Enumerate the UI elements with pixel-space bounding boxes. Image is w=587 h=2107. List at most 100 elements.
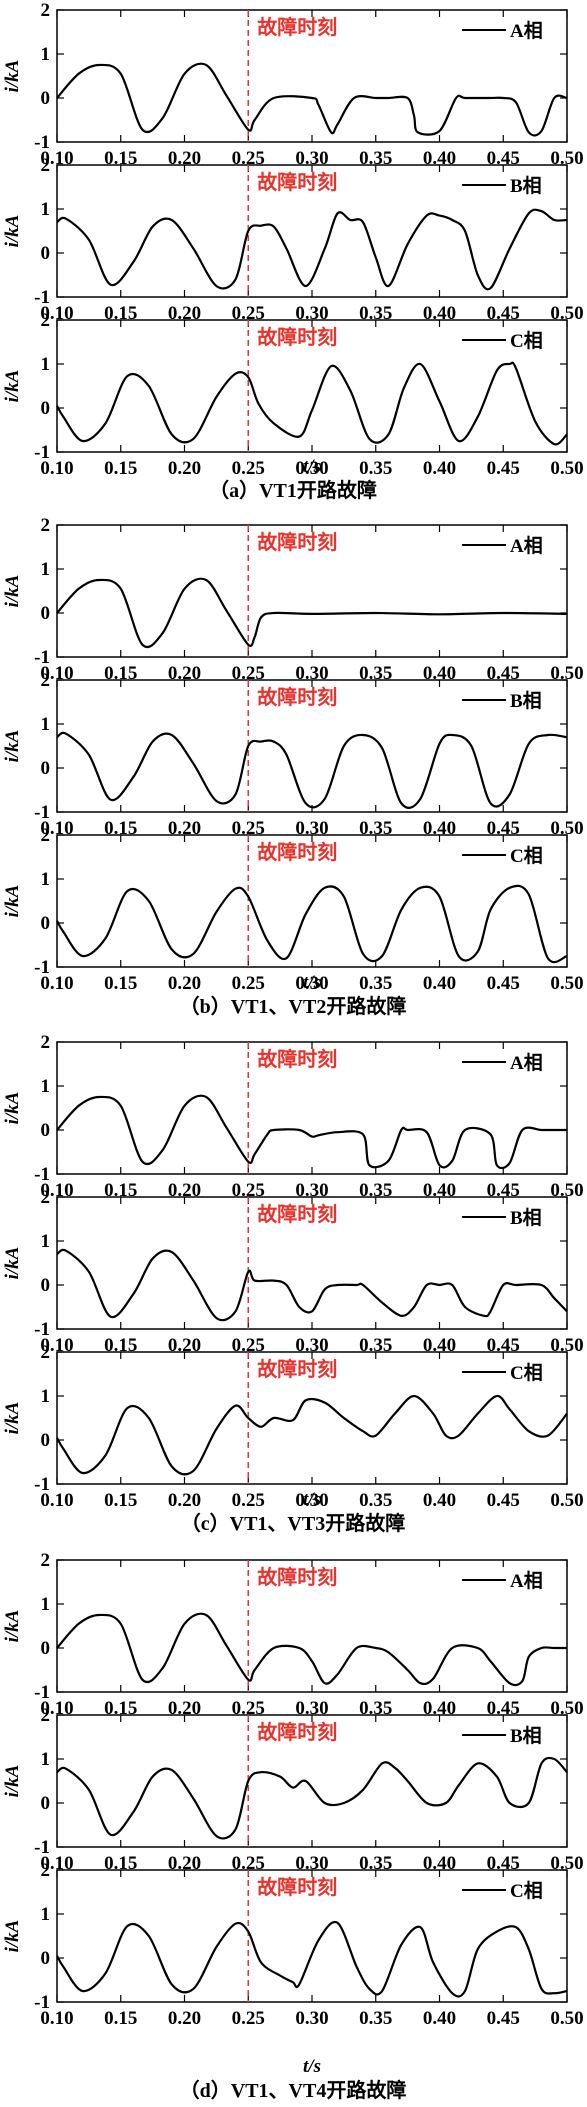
y-tick-label: -1 bbox=[34, 287, 50, 308]
y-tick-label: 2 bbox=[41, 1342, 51, 1363]
x-tick-label: 0.30 bbox=[295, 973, 328, 994]
x-tick-label: 0.30 bbox=[295, 818, 328, 839]
x-tick-label: 0.50 bbox=[550, 1490, 583, 1511]
legend-label: C相 bbox=[510, 1880, 543, 1902]
y-axis-label: i/kA bbox=[2, 1402, 23, 1435]
series-line-C相 bbox=[56, 1394, 568, 1476]
x-tick-label: 0.25 bbox=[232, 818, 265, 839]
x-tick-label: 0.45 bbox=[487, 973, 520, 994]
y-tick-label: 0 bbox=[41, 913, 51, 934]
panel-b-3: -1 0 1 2 0.10 0.15 0.20 0.25 0.30 0.35 0.40 0.45 0.5… bbox=[2, 825, 584, 994]
x-tick-label: 0.45 bbox=[487, 1853, 520, 1874]
x-tick-label: 0.50 bbox=[550, 1335, 583, 1356]
fault-time-label: 故障时刻 bbox=[257, 530, 337, 554]
x-tick-label: 0.15 bbox=[104, 1490, 137, 1511]
series-line-B相 bbox=[56, 208, 568, 291]
x-tick-label: 0.20 bbox=[168, 303, 201, 324]
x-tick-label: 0.35 bbox=[359, 1698, 392, 1719]
x-tick-label: 0.40 bbox=[423, 1490, 456, 1511]
x-tick-label: 0.30 bbox=[295, 663, 328, 684]
x-tick-label: 0.40 bbox=[423, 818, 456, 839]
fault-time-label: 故障时刻 bbox=[257, 325, 337, 349]
x-tick-label: 0.45 bbox=[487, 1180, 520, 1201]
x-tick-label: 0.40 bbox=[423, 1698, 456, 1719]
y-tick-label: 2 bbox=[41, 1550, 51, 1571]
x-tick-label: 0.45 bbox=[487, 2008, 520, 2029]
x-tick-label: 0.15 bbox=[104, 303, 137, 324]
x-tick-label: 0.10 bbox=[40, 1335, 73, 1356]
x-tick-label: 0.15 bbox=[104, 2008, 137, 2029]
series-line-A相 bbox=[56, 1094, 567, 1170]
panel-d-3: -1 0 1 2 0.10 0.15 0.20 0.25 0.30 0.35 0.40 0.45 0.5… bbox=[2, 1860, 584, 2029]
y-tick-label: 1 bbox=[41, 1904, 51, 1925]
x-tick-label: 0.35 bbox=[359, 458, 392, 479]
y-tick-label: -1 bbox=[34, 442, 50, 463]
legend-label: C相 bbox=[510, 1362, 543, 1384]
x-axis-label: t/s bbox=[303, 2056, 321, 2077]
x-tick-label: 0.10 bbox=[40, 1853, 73, 1874]
x-tick-label: 0.40 bbox=[423, 1335, 456, 1356]
fault-time-label: 故障时刻 bbox=[257, 685, 337, 709]
x-tick-label: 0.15 bbox=[104, 458, 137, 479]
x-tick-label: 0.40 bbox=[423, 2008, 456, 2029]
x-tick-label: 0.20 bbox=[168, 1490, 201, 1511]
y-tick-label: 1 bbox=[41, 1076, 51, 1097]
y-tick-label: 1 bbox=[41, 714, 51, 735]
y-tick-label: -1 bbox=[34, 647, 50, 668]
fault-time-label: 故障时刻 bbox=[257, 1720, 337, 1744]
x-tick-label: 0.25 bbox=[232, 1698, 265, 1719]
x-axis-label: t/s bbox=[303, 1489, 321, 1510]
x-tick-label: 0.10 bbox=[40, 973, 73, 994]
y-tick-label: 1 bbox=[41, 44, 51, 65]
fault-time-label: 故障时刻 bbox=[257, 840, 337, 864]
x-tick-label: 0.25 bbox=[232, 148, 265, 169]
x-tick-label: 0.35 bbox=[359, 973, 392, 994]
x-tick-label: 0.35 bbox=[359, 1490, 392, 1511]
panel-c-1: -1 0 1 2 0.10 0.15 0.20 0.25 0.30 0.35 0.40 0.45 0.5… bbox=[2, 1032, 584, 1201]
legend-label: B相 bbox=[510, 690, 542, 712]
y-tick-label: -1 bbox=[34, 1164, 50, 1185]
x-tick-label: 0.45 bbox=[487, 1698, 520, 1719]
fault-time-label: 故障时刻 bbox=[257, 1357, 337, 1381]
y-axis-label: i/kA bbox=[2, 1765, 23, 1798]
series-line-A相 bbox=[56, 1612, 567, 1687]
x-tick-label: 0.45 bbox=[487, 1490, 520, 1511]
x-tick-label: 0.50 bbox=[550, 1180, 583, 1201]
y-axis-label: i/kA bbox=[2, 1092, 23, 1125]
x-tick-label: 0.20 bbox=[168, 2008, 201, 2029]
legend-label: A相 bbox=[510, 1570, 543, 1592]
legend-label: A相 bbox=[510, 20, 543, 42]
series-line-B相 bbox=[56, 1756, 568, 1840]
panel-a-1: -1 0 1 2 0.10 0.15 0.20 0.25 0.30 0.35 0.40 0.45 0.5… bbox=[2, 0, 584, 169]
y-tick-label: 1 bbox=[41, 1749, 51, 1770]
y-tick-label: -1 bbox=[34, 1319, 50, 1340]
x-tick-label: 0.15 bbox=[104, 1853, 137, 1874]
y-axis-label: i/kA bbox=[2, 730, 23, 763]
y-tick-label: 2 bbox=[41, 155, 51, 176]
panel-c-2: -1 0 1 2 0.10 0.15 0.20 0.25 0.30 0.35 0.40 0.45 0.5… bbox=[2, 1187, 584, 1356]
x-tick-label: 0.20 bbox=[168, 1853, 201, 1874]
x-tick-label: 0.45 bbox=[487, 663, 520, 684]
x-tick-label: 0.20 bbox=[168, 458, 201, 479]
y-axis-label: i/kA bbox=[2, 885, 23, 918]
x-tick-label: 0.10 bbox=[40, 148, 73, 169]
x-tick-label: 0.45 bbox=[487, 303, 520, 324]
x-tick-label: 0.15 bbox=[104, 1335, 137, 1356]
y-tick-label: 1 bbox=[41, 199, 51, 220]
x-tick-label: 0.35 bbox=[359, 303, 392, 324]
x-axis-label: t/s bbox=[303, 456, 321, 477]
y-tick-label: 0 bbox=[41, 398, 51, 419]
y-axis-label: i/kA bbox=[2, 215, 23, 248]
y-tick-label: 0 bbox=[41, 1275, 51, 1296]
series-line-C相 bbox=[56, 884, 568, 964]
x-tick-label: 0.45 bbox=[487, 1335, 520, 1356]
x-tick-label: 0.25 bbox=[232, 973, 265, 994]
x-tick-label: 0.50 bbox=[550, 1853, 583, 1874]
series-line-C相 bbox=[56, 1920, 568, 1998]
panel-a-3: -1 0 1 2 0.10 0.15 0.20 0.25 0.30 0.35 0.40 0.45 0.5… bbox=[2, 310, 584, 479]
x-tick-label: 0.50 bbox=[550, 458, 583, 479]
y-tick-label: 0 bbox=[41, 1638, 51, 1659]
y-tick-label: 2 bbox=[41, 1705, 51, 1726]
x-tick-label: 0.25 bbox=[232, 458, 265, 479]
y-tick-label: 2 bbox=[41, 670, 51, 691]
